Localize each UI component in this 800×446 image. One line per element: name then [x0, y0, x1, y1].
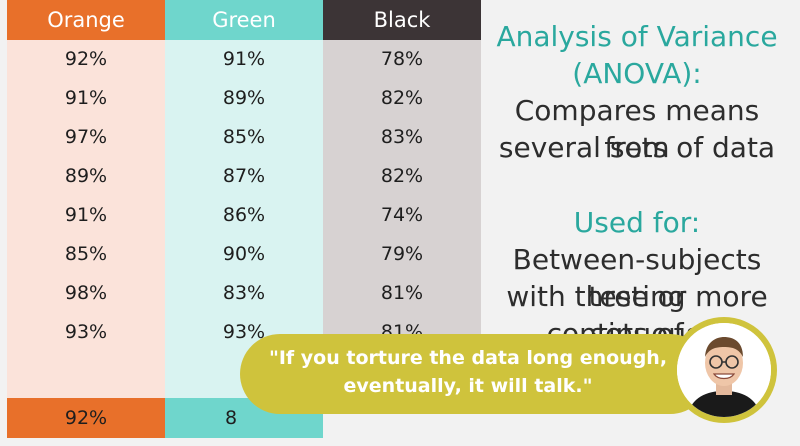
quote-text: "If you torture the data long enough, ev… [258, 344, 678, 406]
anova-desc-line2: several sets of data [498, 131, 776, 164]
table-cell: 85% [64, 243, 108, 265]
use-line1: Between-subjects testing [512, 243, 762, 313]
presenter-avatar-drawing [677, 323, 771, 417]
column-body-orange: 92% 91% 97% 89% 91% 85% 98% 93% 92% [7, 40, 165, 438]
table-cell: 82% [380, 87, 424, 109]
quote-line1: "If you torture the data long enough, [268, 347, 668, 369]
table-cell: 83% [222, 282, 266, 304]
table-cell: 91% [64, 204, 108, 226]
table-cell: 90% [222, 243, 266, 265]
table-cell: 81% [380, 282, 424, 304]
column-header-orange: Orange [7, 0, 165, 40]
table-cell: 93% [64, 321, 108, 343]
table-cell: 82% [380, 165, 424, 187]
table-cell: 89% [222, 87, 266, 109]
table-footer-cell: 92% [7, 398, 165, 438]
table-cell: 74% [380, 204, 424, 226]
anova-title-line2: (ANOVA): [572, 57, 702, 90]
table-cell: 97% [64, 126, 108, 148]
quote-line2: eventually, it will talk." [343, 375, 593, 397]
table-cell: 91% [64, 87, 108, 109]
column-header-green: Green [165, 0, 323, 40]
table-cell: 87% [222, 165, 266, 187]
table-cell: 89% [64, 165, 108, 187]
table-cell: 92% [64, 48, 108, 70]
table-cell: 78% [380, 48, 424, 70]
used-for-heading: Used for: [573, 206, 701, 239]
anova-title-line1: Analysis of Variance [496, 20, 778, 53]
column-orange: Orange 92% 91% 97% 89% 91% 85% 98% 93% 9… [7, 0, 165, 438]
table-cell: 91% [222, 48, 266, 70]
table-cell: 85% [222, 126, 266, 148]
presenter-avatar-icon [677, 323, 771, 417]
quote-bubble [240, 334, 710, 414]
table-cell: 79% [380, 243, 424, 265]
table-cell: 98% [64, 282, 108, 304]
table-cell: 83% [380, 126, 424, 148]
table-cell: 86% [222, 204, 266, 226]
anova-desc-line1: Compares means from [514, 94, 760, 164]
table-cell: 93% [222, 321, 266, 343]
column-header-black: Black [323, 0, 481, 40]
